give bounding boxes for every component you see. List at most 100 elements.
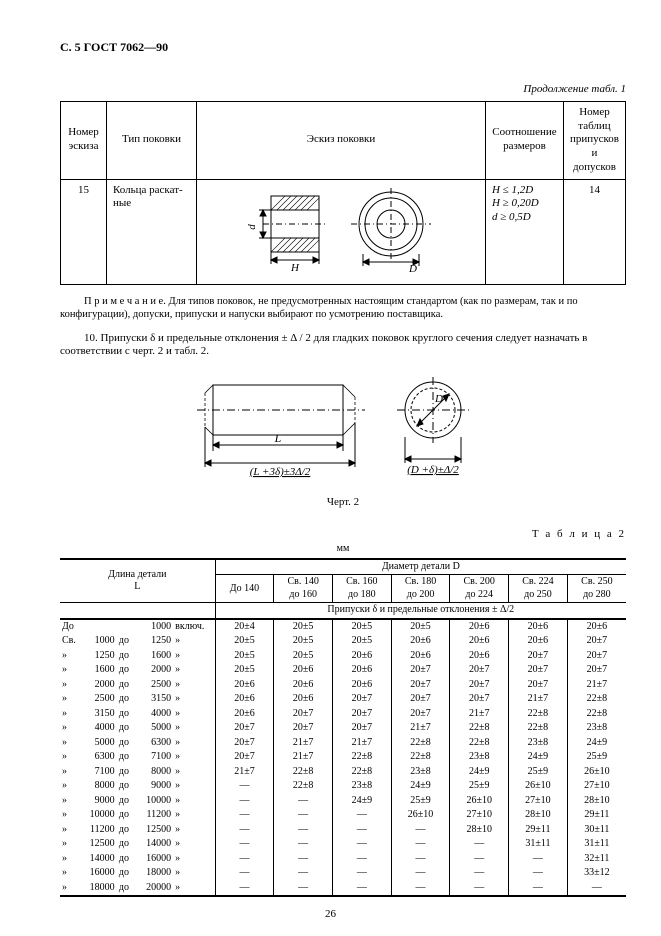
t2-len-b: 5000	[131, 721, 173, 736]
t2-cell: 20±5	[333, 634, 392, 649]
t2-cell: 31±11	[567, 837, 626, 852]
t2-len-suffix: »	[173, 634, 215, 649]
t2-cell: 22±8	[391, 736, 450, 751]
t2-len-sep: до	[117, 837, 132, 852]
t2-row: »3150до4000»20±620±720±720±721±722±822±8	[60, 707, 626, 722]
t2-len-suffix: »	[173, 852, 215, 867]
t2-len-a: 5000	[79, 736, 117, 751]
t2-cell: 20±7	[450, 663, 509, 678]
t2-len-suffix: »	[173, 736, 215, 751]
t2-cell: 24±9	[333, 794, 392, 809]
t2-cell: —	[391, 866, 450, 881]
t2-len-b: 12500	[131, 823, 173, 838]
t2-cell: 25±9	[450, 779, 509, 794]
t2-cell: 26±10	[567, 765, 626, 780]
t2-len-prefix: »	[60, 808, 79, 823]
t2-dr-5: Св. 224до 250	[509, 575, 568, 603]
t2-cell: —	[215, 823, 274, 838]
t2-len-a: 7100	[79, 765, 117, 780]
t2-len-sep: до	[117, 721, 132, 736]
t2-dr-6: Св. 250до 280	[567, 575, 626, 603]
t2-cell: 27±10	[509, 794, 568, 809]
t2-cell: 20±7	[215, 721, 274, 736]
t2-cell: 20±6	[333, 649, 392, 664]
t1-num: 15	[61, 179, 107, 285]
t2-h-len-bottom	[60, 603, 215, 619]
t2-cell: 20±7	[274, 721, 333, 736]
t2-len-suffix: »	[173, 721, 215, 736]
t2-len-b: 18000	[131, 866, 173, 881]
t2-len-prefix: До	[60, 619, 79, 635]
t2-cell: —	[215, 794, 274, 809]
t2-cell: 20±7	[450, 678, 509, 693]
t2-cell: 23±8	[391, 765, 450, 780]
t2-len-sep: до	[117, 852, 132, 867]
t2-cell: 20±6	[567, 619, 626, 635]
svg-text:(L +3δ)±3Δ/2: (L +3δ)±3Δ/2	[250, 466, 311, 478]
t1-h-tab: Номертаблицприпускови допусков	[563, 101, 625, 179]
t2-cell: 20±6	[274, 663, 333, 678]
t2-len-a: 11200	[79, 823, 117, 838]
t2-cell: —	[333, 852, 392, 867]
t2-cell: 20±5	[215, 663, 274, 678]
t2-len-prefix: »	[60, 721, 79, 736]
t2-cell: —	[215, 881, 274, 897]
t2-cell: 24±9	[450, 765, 509, 780]
svg-text:d: d	[246, 223, 258, 229]
t2-cell: —	[215, 779, 274, 794]
t2-len-prefix: »	[60, 866, 79, 881]
t2-cell: 20±7	[567, 649, 626, 664]
t2-cell: 21±7	[391, 721, 450, 736]
t2-len-b: 8000	[131, 765, 173, 780]
t2-cell: —	[274, 881, 333, 897]
t2-cell: 20±5	[215, 649, 274, 664]
t2-len-a: 1600	[79, 663, 117, 678]
t2-len-prefix: »	[60, 823, 79, 838]
t1-ratio-2: H ≥ 0,20D	[492, 197, 539, 209]
t2-cell: 22±8	[274, 779, 333, 794]
fig-2-caption: Черт. 2	[60, 496, 626, 510]
t2-len-prefix: »	[60, 794, 79, 809]
t2-cell: —	[274, 808, 333, 823]
t2-cell: —	[333, 823, 392, 838]
t2-cell: 30±11	[567, 823, 626, 838]
t2-cell: 20±6	[274, 692, 333, 707]
t2-cell: 21±7	[333, 736, 392, 751]
t2-row: »7100до8000»21±722±822±823±824±925±926±1…	[60, 765, 626, 780]
t2-cell: 20±5	[391, 619, 450, 635]
t2-cell: —	[333, 808, 392, 823]
t2-cell: 28±10	[509, 808, 568, 823]
svg-text:D: D	[434, 393, 443, 405]
t2-cell: —	[509, 852, 568, 867]
t2-cell: 20±6	[450, 634, 509, 649]
t2-cell: 20±7	[274, 707, 333, 722]
t2-cell: 20±7	[567, 663, 626, 678]
t2-len-prefix: »	[60, 692, 79, 707]
t2-len-prefix: »	[60, 707, 79, 722]
t2-len-sep: до	[117, 823, 132, 838]
t2-len-b: 11200	[131, 808, 173, 823]
t2-cell: —	[450, 837, 509, 852]
t2-cell: 20±7	[509, 649, 568, 664]
t2-cell: —	[509, 866, 568, 881]
t2-len-suffix: »	[173, 750, 215, 765]
t2-len-sep: до	[117, 678, 132, 693]
t2-len-sep	[117, 619, 132, 635]
t1-tab: 14	[563, 179, 625, 285]
t2-len-sep: до	[117, 750, 132, 765]
t2-len-b: 2000	[131, 663, 173, 678]
t1-sketch: d H	[197, 179, 486, 285]
t2-cell: —	[391, 837, 450, 852]
t2-len-b: 20000	[131, 881, 173, 897]
t2-len-prefix: »	[60, 750, 79, 765]
t2-len-b: 10000	[131, 794, 173, 809]
t2-cell: 21±7	[215, 765, 274, 780]
t2-cell: 20±5	[215, 634, 274, 649]
t2-cell: —	[450, 881, 509, 897]
t2-cell: —	[509, 881, 568, 897]
note-text: П р и м е ч а н и е. Для типов поковок, …	[60, 295, 626, 321]
t1-type: Кольца раскат-ные	[107, 179, 197, 285]
t2-cell: 21±7	[274, 736, 333, 751]
t2-row: »16000до18000»——————33±12	[60, 866, 626, 881]
t1-ratio-1: H ≤ 1,2D	[492, 184, 533, 196]
